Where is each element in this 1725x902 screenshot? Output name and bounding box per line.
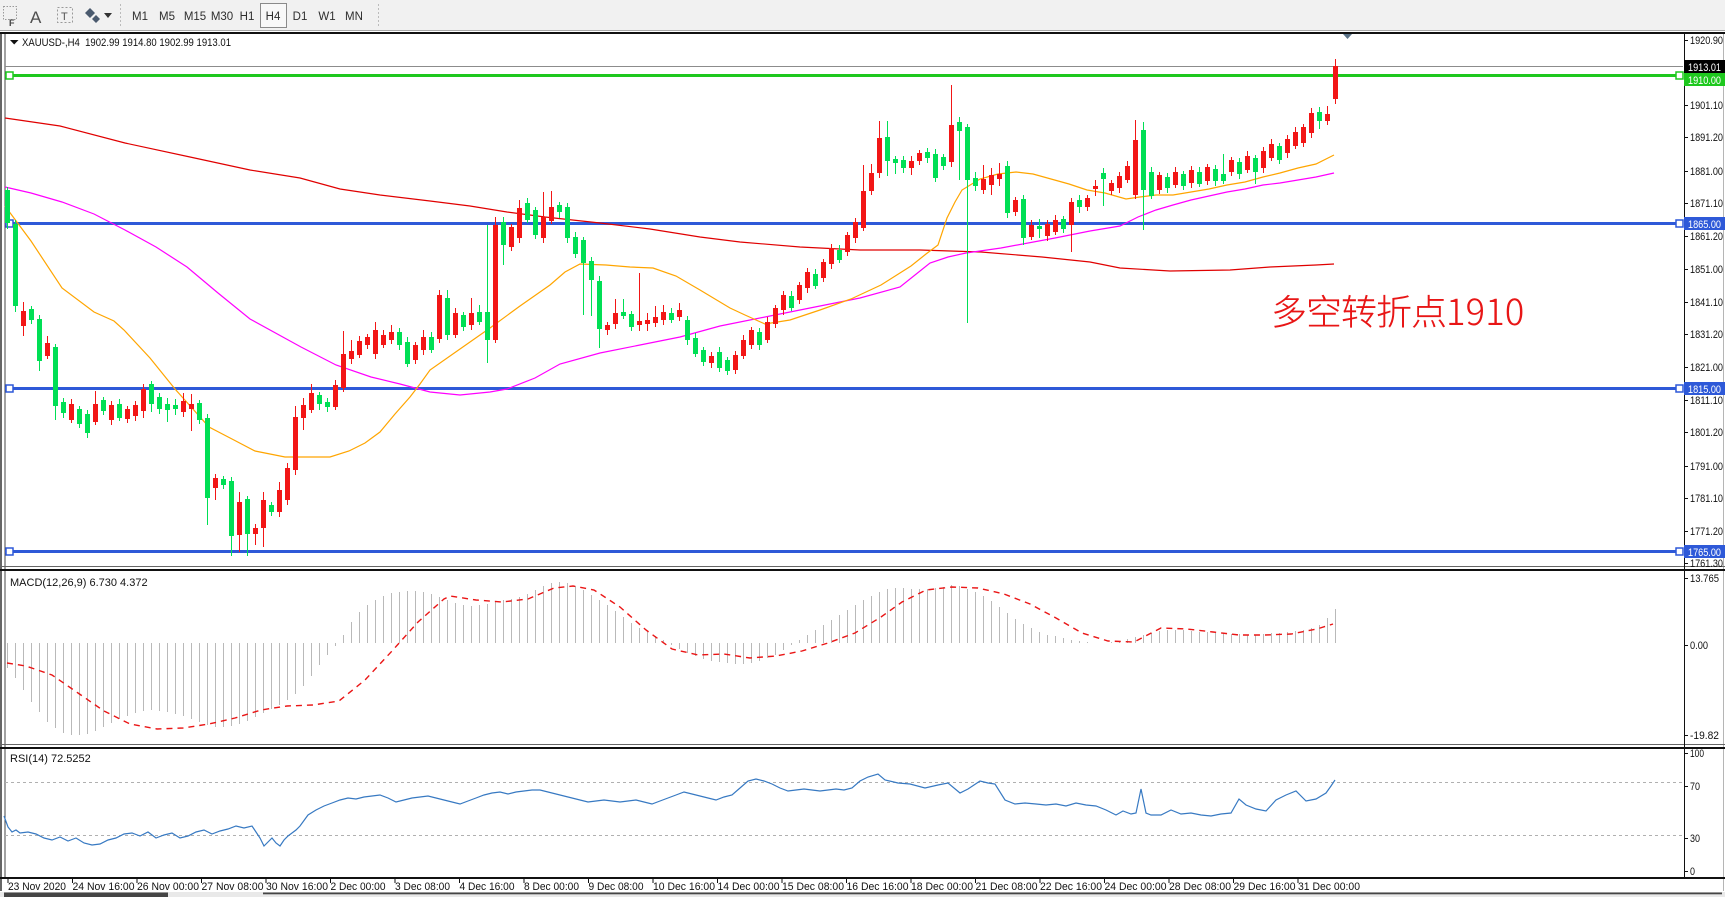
- svg-text:MN: MN: [345, 11, 363, 23]
- svg-text:-19.82: -19.82: [1690, 730, 1719, 742]
- svg-text:4 Dec 16:00: 4 Dec 16:00: [460, 881, 515, 893]
- svg-text:1901.10: 1901.10: [1690, 100, 1723, 112]
- svg-text:14 Dec 00:00: 14 Dec 00:00: [718, 881, 780, 893]
- svg-text:3 Dec 08:00: 3 Dec 08:00: [395, 881, 450, 893]
- svg-text:A: A: [30, 8, 42, 27]
- svg-text:8 Dec 00:00: 8 Dec 00:00: [524, 881, 579, 893]
- svg-text:15 Dec 08:00: 15 Dec 08:00: [782, 881, 844, 893]
- svg-text:0: 0: [1690, 866, 1695, 878]
- svg-text:XAUUSD-,H4 1902.99 1914.80 19: XAUUSD-,H4 1902.99 1914.80 1902.99 1913.…: [22, 37, 231, 49]
- svg-text:1831.20: 1831.20: [1690, 329, 1723, 341]
- svg-text:1913.01: 1913.01: [1688, 62, 1721, 74]
- svg-text:9 Dec 08:00: 9 Dec 08:00: [589, 881, 644, 893]
- svg-text:70: 70: [1690, 781, 1700, 793]
- svg-text:24 Dec 00:00: 24 Dec 00:00: [1105, 881, 1167, 893]
- svg-text:RSI(14) 72.5252: RSI(14) 72.5252: [10, 753, 91, 765]
- svg-text:MACD(12,26,9) 6.730 4.372: MACD(12,26,9) 6.730 4.372: [10, 577, 148, 589]
- svg-text:1801.20: 1801.20: [1690, 427, 1723, 439]
- svg-text:1861.20: 1861.20: [1690, 231, 1723, 243]
- svg-text:1881.00: 1881.00: [1690, 166, 1723, 178]
- svg-text:2 Dec 00:00: 2 Dec 00:00: [331, 881, 386, 893]
- svg-text:1910.00: 1910.00: [1688, 75, 1721, 87]
- svg-text:27 Nov 08:00: 27 Nov 08:00: [202, 881, 264, 893]
- svg-text:1811.10: 1811.10: [1690, 395, 1723, 407]
- svg-text:10 Dec 16:00: 10 Dec 16:00: [653, 881, 715, 893]
- svg-text:D1: D1: [293, 11, 308, 23]
- svg-text:1891.20: 1891.20: [1690, 132, 1723, 144]
- svg-text:26 Nov 00:00: 26 Nov 00:00: [137, 881, 199, 893]
- svg-text:0.00: 0.00: [1690, 640, 1708, 652]
- svg-text:1765.00: 1765.00: [1688, 547, 1721, 559]
- svg-text:1791.00: 1791.00: [1690, 461, 1723, 473]
- svg-text:1781.10: 1781.10: [1690, 493, 1723, 505]
- svg-text:1865.00: 1865.00: [1688, 219, 1721, 231]
- svg-text:31 Dec 00:00: 31 Dec 00:00: [1298, 881, 1360, 893]
- svg-text:T: T: [61, 11, 68, 23]
- svg-text:1851.00: 1851.00: [1690, 264, 1723, 276]
- svg-text:23 Nov 2020: 23 Nov 2020: [8, 881, 66, 893]
- svg-text:1771.20: 1771.20: [1690, 526, 1723, 538]
- svg-text:1841.10: 1841.10: [1690, 297, 1723, 309]
- svg-text:22 Dec 16:00: 22 Dec 16:00: [1040, 881, 1102, 893]
- svg-text:30: 30: [1690, 833, 1700, 845]
- svg-text:1920.90: 1920.90: [1690, 35, 1723, 47]
- svg-text:29 Dec 16:00: 29 Dec 16:00: [1234, 881, 1296, 893]
- svg-text:30 Nov 16:00: 30 Nov 16:00: [266, 881, 328, 893]
- svg-text:13.765: 13.765: [1690, 573, 1719, 585]
- svg-text:1815.00: 1815.00: [1688, 384, 1721, 396]
- svg-text:1761.30: 1761.30: [1690, 558, 1723, 570]
- svg-text:M5: M5: [159, 11, 175, 23]
- svg-text:F: F: [9, 18, 15, 28]
- svg-text:1821.00: 1821.00: [1690, 362, 1723, 374]
- svg-text:28 Dec 08:00: 28 Dec 08:00: [1169, 881, 1231, 893]
- svg-text:M30: M30: [211, 11, 233, 23]
- svg-text:24 Nov 16:00: 24 Nov 16:00: [73, 881, 135, 893]
- svg-text:W1: W1: [318, 11, 335, 23]
- svg-text:18 Dec 00:00: 18 Dec 00:00: [911, 881, 973, 893]
- svg-text:H1: H1: [240, 11, 255, 23]
- svg-text:21 Dec 08:00: 21 Dec 08:00: [976, 881, 1038, 893]
- svg-text:16 Dec 16:00: 16 Dec 16:00: [847, 881, 909, 893]
- svg-text:M15: M15: [184, 11, 206, 23]
- svg-text:100: 100: [1690, 748, 1704, 760]
- svg-text:1871.10: 1871.10: [1690, 198, 1723, 210]
- svg-text:M1: M1: [132, 11, 148, 23]
- svg-text:H4: H4: [266, 11, 281, 23]
